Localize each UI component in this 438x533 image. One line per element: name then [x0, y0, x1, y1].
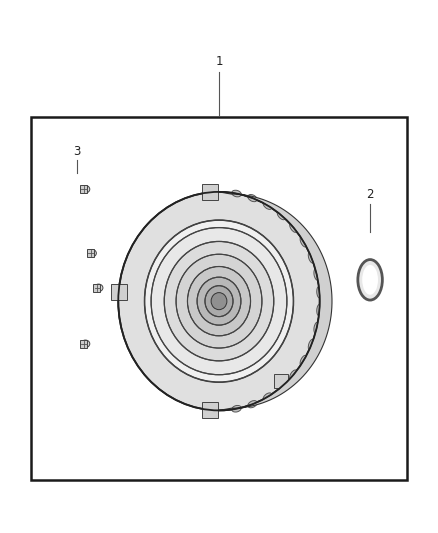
Ellipse shape	[263, 201, 272, 209]
Bar	[80, 340, 87, 348]
Ellipse shape	[205, 286, 233, 317]
Text: 1: 1	[215, 55, 223, 68]
Ellipse shape	[263, 393, 272, 401]
Ellipse shape	[277, 383, 286, 391]
Ellipse shape	[362, 265, 378, 295]
Ellipse shape	[314, 322, 319, 334]
Ellipse shape	[300, 237, 307, 247]
Ellipse shape	[317, 304, 322, 316]
Ellipse shape	[118, 192, 320, 410]
Ellipse shape	[317, 286, 322, 298]
Ellipse shape	[81, 340, 90, 348]
Ellipse shape	[211, 293, 227, 310]
Bar	[80, 185, 87, 193]
Bar	[93, 284, 100, 292]
Ellipse shape	[232, 190, 241, 197]
Bar	[87, 249, 94, 257]
Ellipse shape	[300, 356, 307, 366]
Ellipse shape	[151, 228, 287, 375]
Ellipse shape	[290, 370, 297, 379]
Ellipse shape	[308, 252, 314, 263]
Ellipse shape	[277, 211, 286, 220]
Ellipse shape	[290, 223, 297, 232]
Ellipse shape	[187, 266, 251, 336]
Ellipse shape	[308, 339, 314, 350]
Ellipse shape	[88, 249, 96, 257]
Ellipse shape	[81, 185, 90, 193]
Text: 3: 3	[73, 146, 80, 158]
Ellipse shape	[197, 277, 241, 325]
Bar	[31, 117, 407, 480]
Ellipse shape	[248, 401, 257, 408]
Text: 2: 2	[366, 188, 374, 201]
Bar	[274, 374, 288, 387]
Ellipse shape	[145, 220, 293, 382]
Ellipse shape	[94, 284, 103, 292]
Ellipse shape	[176, 254, 262, 348]
Bar	[202, 402, 218, 418]
Ellipse shape	[232, 406, 241, 412]
Polygon shape	[219, 192, 332, 410]
Ellipse shape	[314, 269, 319, 280]
Bar	[202, 184, 218, 200]
Bar	[111, 284, 127, 300]
Ellipse shape	[248, 195, 257, 201]
Ellipse shape	[164, 241, 274, 361]
Ellipse shape	[358, 260, 382, 300]
